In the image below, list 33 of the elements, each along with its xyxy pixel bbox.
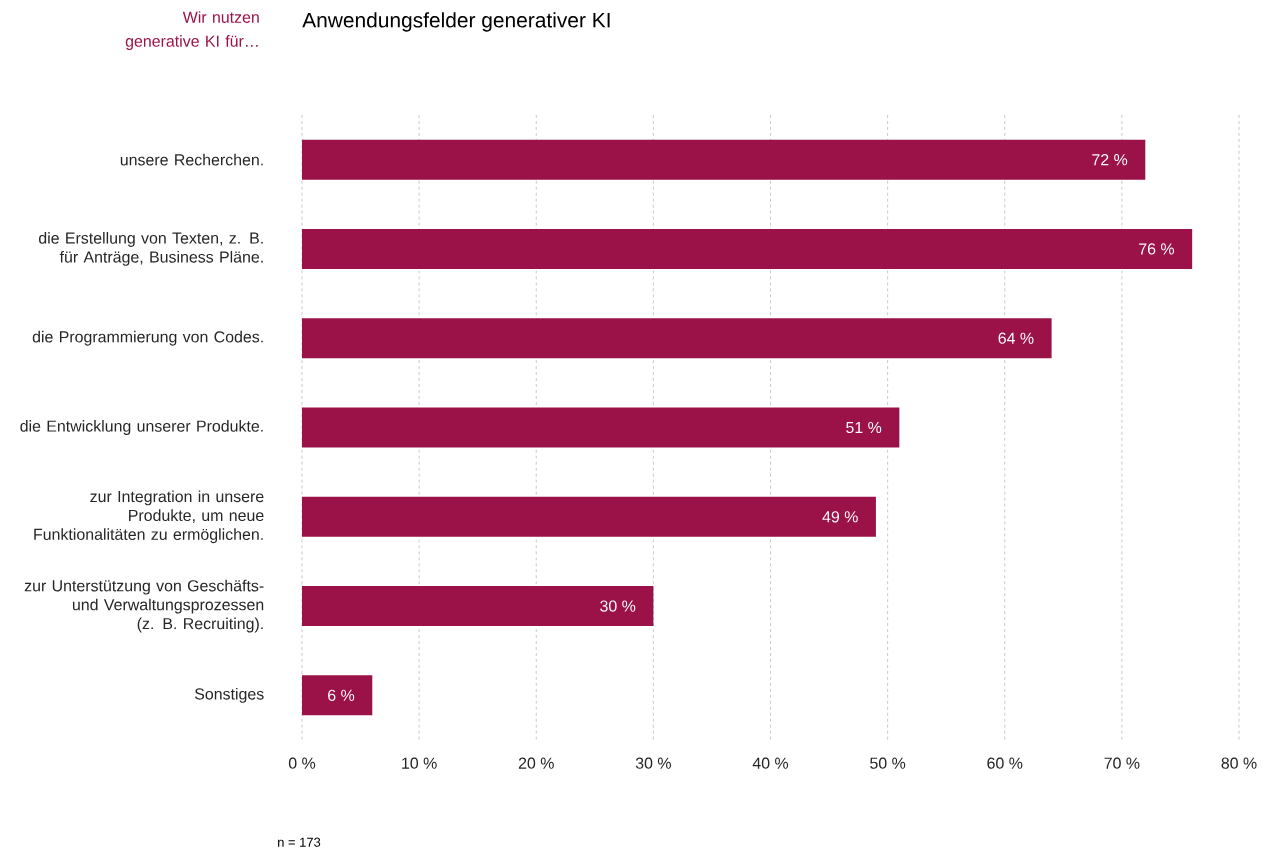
bar: [302, 407, 900, 448]
y-tick-label: zur Unterstützung von Geschäfts- und Verwaltungsprozessen (z. B. Recruiting).: [24, 579, 264, 633]
data-label: 6 %: [328, 689, 355, 701]
bar: [302, 586, 654, 627]
chart-title: Anwendungsfelder generativer KI: [302, 12, 610, 32]
x-tick-label: 70 %: [1104, 757, 1140, 769]
y-tick-label: die Programmierung von Codes.: [32, 330, 263, 346]
data-label: 64 %: [998, 332, 1034, 344]
text: n = 173: [278, 837, 321, 847]
data-label: 49 %: [822, 511, 858, 523]
bar: [302, 318, 1052, 359]
x-tick-label: 10 %: [402, 757, 437, 769]
x-tick-label: 30 %: [635, 757, 671, 769]
y-tick-label: unsere Recherchen.: [120, 153, 263, 166]
data-label: 76 %: [1139, 243, 1175, 255]
x-tick-label: 0 %: [288, 757, 316, 769]
x-tick-label: 80 %: [1221, 757, 1257, 769]
bar: [302, 675, 373, 716]
x-tick-label: 40 %: [752, 757, 789, 769]
x-tick-label: 20 %: [518, 757, 554, 769]
x-tick-label: 60 %: [987, 757, 1023, 769]
bar: [302, 496, 876, 537]
y-tick-label: die Entwicklung unserer Produkte.: [20, 420, 263, 435]
data-label: 30 %: [600, 600, 636, 612]
y-tick-label: die Erstellung von Texten, z. B. für Anträge, Business Pläne.: [38, 232, 263, 266]
data-label: 51 %: [846, 421, 882, 434]
data-label: 72 %: [1092, 154, 1128, 166]
y-axis-title: Wir nutzen generative KI für…: [125, 11, 259, 50]
y-tick-label: zur Integration in unsere Produkte, um neue Funktionalitäten zu ermöglichen.: [34, 490, 264, 544]
bar: [302, 139, 1146, 180]
y-tick-label: Sonstiges: [194, 687, 264, 703]
bar: [302, 228, 1193, 269]
x-tick-label: 50 %: [870, 757, 906, 769]
